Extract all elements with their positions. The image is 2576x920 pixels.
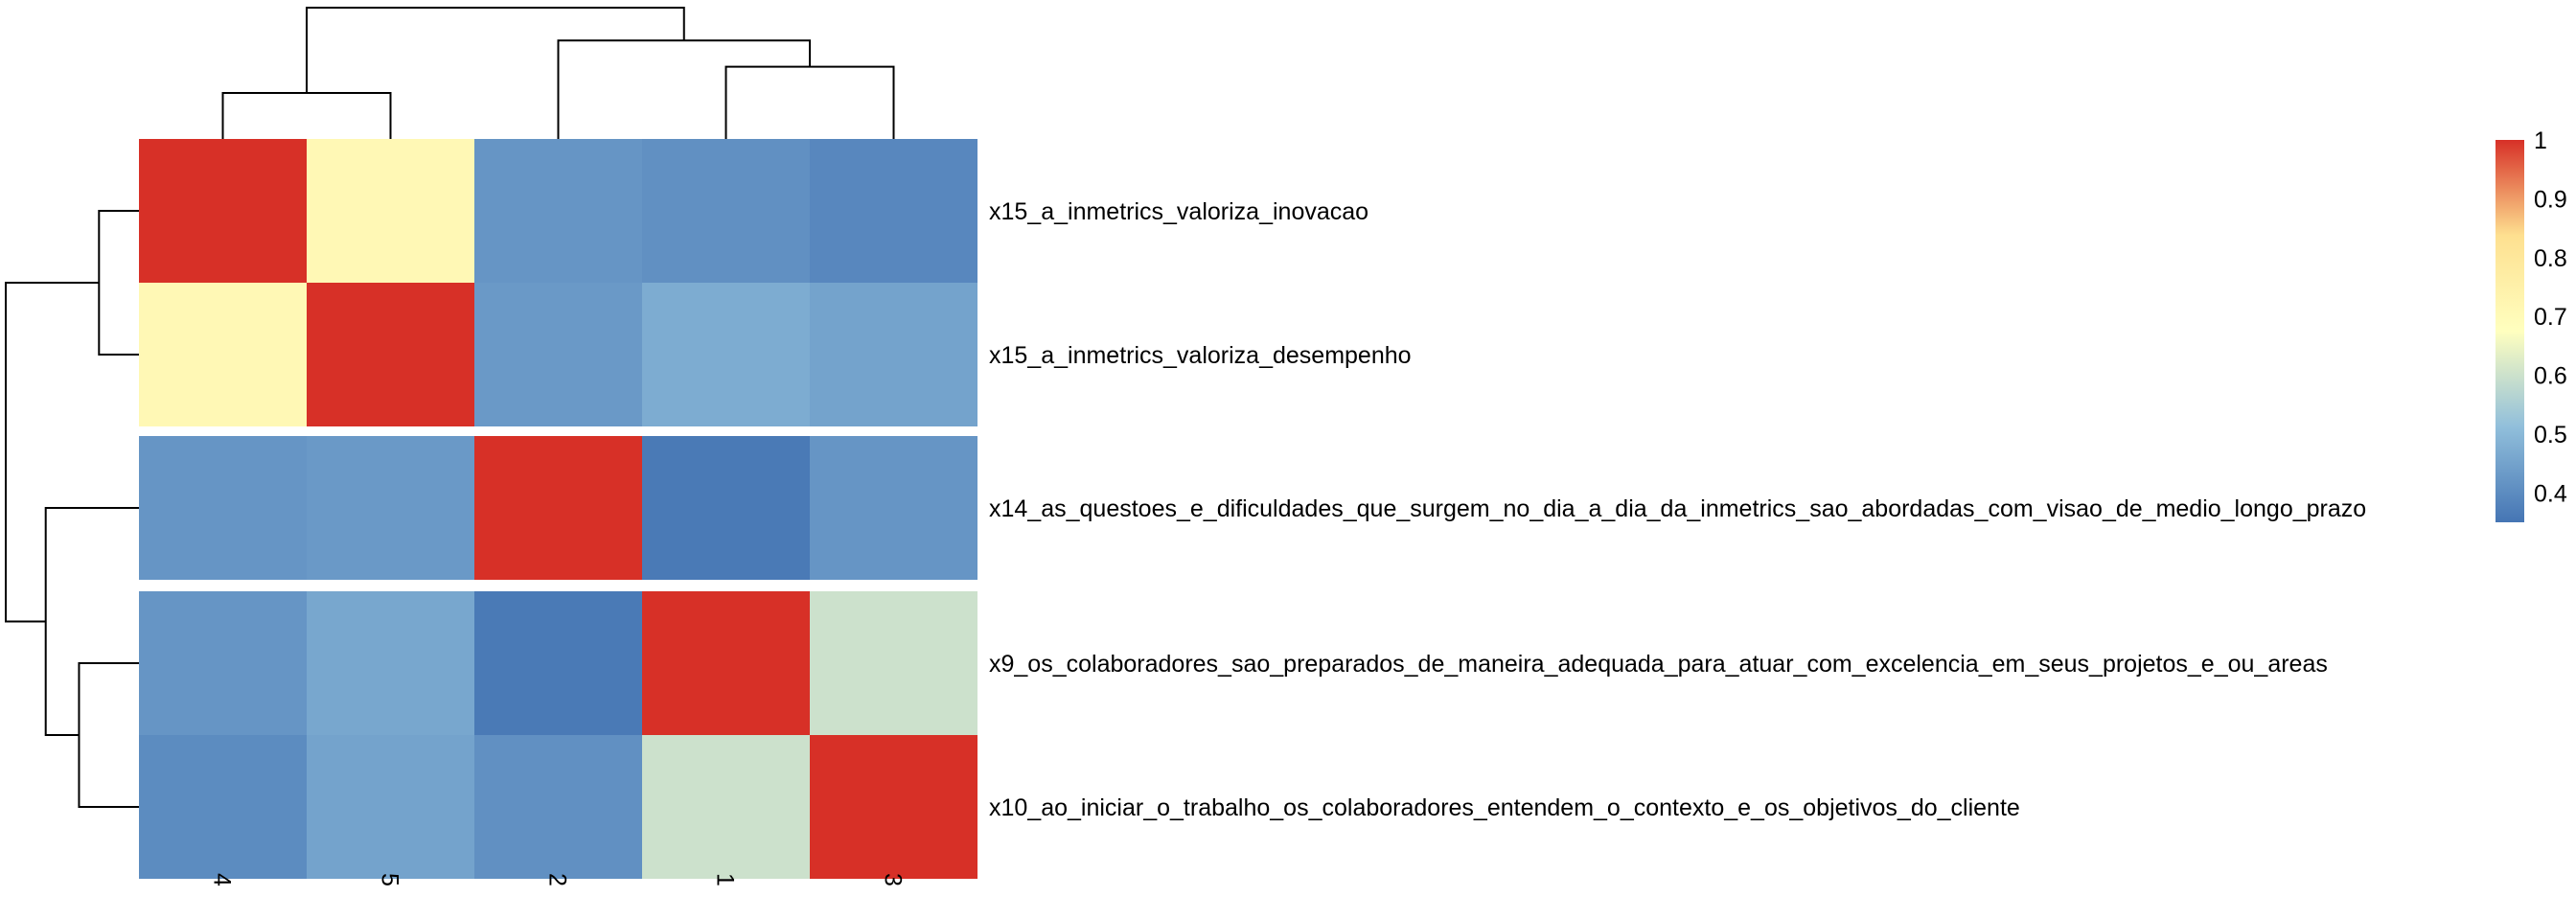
row-dendrogram-branch-3 [5, 282, 100, 623]
column-dendrogram-branch-0 [221, 92, 392, 139]
legend-tick-4: 0.8 [2534, 245, 2567, 272]
heatmap-cell-r1-c3 [642, 283, 810, 426]
column-label-3: 1 [712, 873, 739, 886]
heatmap-cell-r2-c3 [642, 436, 810, 580]
heatmap-cell-r4-c4 [810, 735, 978, 879]
row-label-0: x15_a_inmetrics_valoriza_inovacao [989, 198, 1368, 225]
heatmap-cell-r2-c4 [810, 436, 978, 580]
heatmap-cell-r1-c4 [810, 283, 978, 426]
row-dendrogram-branch-1 [78, 662, 139, 808]
column-dendrogram-branch-1 [724, 65, 895, 139]
column-label-4: 3 [880, 873, 907, 886]
row-labels: x15_a_inmetrics_valoriza_inovacao x15_a_i… [989, 198, 2366, 821]
heatmap-cell-r3-c0 [139, 591, 307, 735]
heatmap-cell-r0-c3 [642, 139, 810, 283]
heatmap-cell-r3-c2 [474, 591, 642, 735]
heatmap-cell-r1-c1 [307, 283, 474, 426]
heatmap-cell-r3-c4 [810, 591, 978, 735]
heatmap-cell-r3-c3 [642, 591, 810, 735]
legend-tick-2: 0.6 [2534, 363, 2567, 390]
heatmap-cell-r0-c1 [307, 139, 474, 283]
heatmap-cells [139, 139, 978, 879]
legend-tick-6: 1 [2534, 127, 2547, 154]
row-dendrogram-branch-0 [98, 210, 139, 356]
heatmap-cell-r2-c2 [474, 436, 642, 580]
heatmap-cell-r0-c0 [139, 139, 307, 283]
heatmap-cell-r4-c2 [474, 735, 642, 879]
legend-tick-1: 0.5 [2534, 422, 2567, 448]
heatmap-cell-r1-c2 [474, 283, 642, 426]
color-legend: 0.4 0.5 0.6 0.7 0.8 0.9 1 [2496, 127, 2567, 522]
heatmap-cell-r4-c3 [642, 735, 810, 879]
heatmap-cell-r4-c1 [307, 735, 474, 879]
row-label-2: x14_as_questoes_e_dificuldades_que_surge… [989, 495, 2366, 522]
legend-tick-3: 0.7 [2534, 304, 2567, 331]
heatmap-cell-r2-c0 [139, 436, 307, 580]
heatmap-cell-r0-c4 [810, 139, 978, 283]
heatmap-cell-r3-c1 [307, 591, 474, 735]
legend-ticks: 0.4 0.5 0.6 0.7 0.8 0.9 1 [2534, 127, 2567, 507]
legend-tick-5: 0.9 [2534, 186, 2567, 213]
heatmap-cell-r4-c0 [139, 735, 307, 879]
column-dendrogram-branch-2 [557, 39, 811, 139]
row-dendrogram [5, 210, 139, 808]
legend-color-bar [2496, 140, 2524, 522]
column-label-0: 4 [209, 873, 236, 886]
row-dendrogram-branch-2 [44, 507, 139, 736]
heatmap-cell-r0-c2 [474, 139, 642, 283]
column-label-2: 2 [544, 873, 571, 886]
row-label-4: x10_ao_iniciar_o_trabalho_os_colaborador… [989, 794, 2020, 821]
column-dendrogram-branch-3 [306, 7, 685, 94]
row-label-3: x9_os_colaboradores_sao_preparados_de_ma… [989, 651, 2328, 678]
legend-tick-0: 0.4 [2534, 480, 2567, 507]
column-labels: 4 5 2 1 3 [209, 873, 907, 886]
column-dendrogram [221, 7, 895, 139]
column-label-1: 5 [377, 873, 403, 886]
row-label-1: x15_a_inmetrics_valoriza_desempenho [989, 342, 1412, 369]
heatmap-cell-r2-c1 [307, 436, 474, 580]
heatmap-cell-r1-c0 [139, 283, 307, 426]
